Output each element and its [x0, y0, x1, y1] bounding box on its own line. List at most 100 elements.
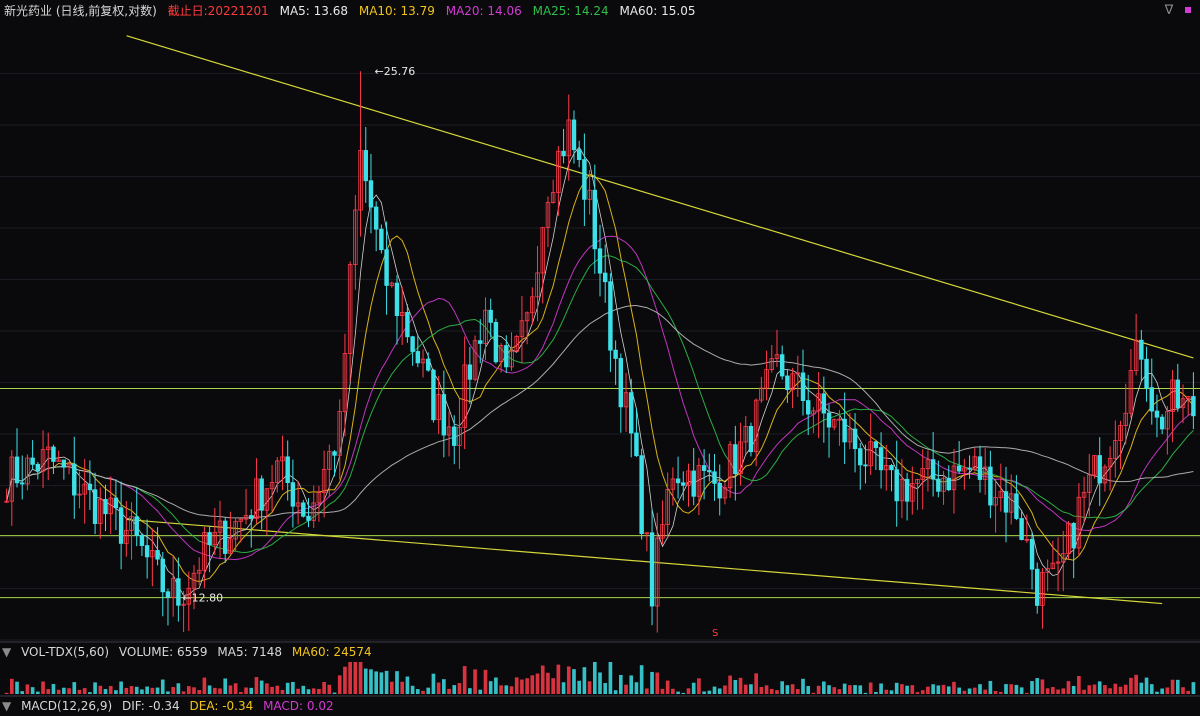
- candle-body: [530, 296, 535, 314]
- volume-bar: [712, 686, 717, 694]
- volume-bar: [379, 672, 384, 694]
- candle-body: [1008, 493, 1014, 513]
- volume-collapse-icon[interactable]: ▼: [2, 645, 12, 659]
- candle-body: [597, 248, 603, 274]
- volume-bar: [1061, 688, 1066, 694]
- candle-body: [1071, 522, 1076, 549]
- volume-bar: [795, 689, 800, 694]
- macd-dif: DIF: -0.34: [122, 699, 180, 713]
- volume-bar: [1139, 682, 1144, 694]
- candle-body: [592, 189, 598, 250]
- volume-ma60: MA60: 24574: [291, 645, 372, 659]
- candle-body: [405, 312, 410, 338]
- candle-body: [488, 309, 493, 323]
- candle-body: [816, 393, 821, 412]
- volume-bar: [582, 667, 587, 694]
- volume-bar: [452, 685, 457, 694]
- candle-body: [956, 465, 962, 472]
- candle-body: [347, 264, 353, 354]
- volume-bar: [82, 688, 87, 694]
- volume-bar: [676, 691, 680, 694]
- candle-body: [1097, 455, 1102, 484]
- candle-body: [14, 456, 20, 484]
- candle-body: [77, 493, 82, 496]
- candle-body: [894, 469, 899, 502]
- volume-bar: [1071, 685, 1076, 694]
- candle-body: [483, 309, 488, 344]
- macd-collapse-icon[interactable]: ▼: [2, 699, 12, 713]
- candle-body: [691, 470, 696, 497]
- candle-body: [202, 532, 207, 571]
- candle-body: [87, 483, 93, 491]
- candle-body: [452, 426, 457, 446]
- candle-body: [899, 478, 905, 502]
- candle-body: [228, 538, 233, 554]
- volume-bar: [1118, 686, 1123, 694]
- volume-bar: [1097, 681, 1102, 694]
- volume-bar: [785, 685, 790, 694]
- candle-body: [1035, 568, 1040, 606]
- candle-body: [103, 499, 108, 515]
- candle-body: [337, 411, 342, 456]
- candle-body: [72, 463, 77, 496]
- volume-bar: [915, 692, 920, 694]
- volume-bar: [15, 681, 19, 694]
- candle-body: [519, 320, 525, 337]
- volume-bar: [249, 687, 254, 694]
- volume-bar: [93, 682, 97, 694]
- candle-body: [920, 468, 925, 480]
- volume-bar: [457, 683, 462, 694]
- volume-bar: [931, 684, 935, 694]
- candle-body: [1024, 538, 1030, 541]
- volume-bar: [140, 689, 144, 694]
- candle-body: [587, 189, 592, 200]
- volume-bar: [691, 682, 696, 694]
- candle-body: [410, 336, 415, 352]
- candle-body: [170, 578, 176, 598]
- volume-bar: [592, 662, 597, 694]
- candle-body: [124, 529, 129, 544]
- macd-dea: DEA: -0.34: [189, 699, 254, 713]
- candle-body: [998, 491, 1004, 498]
- candle-body: [582, 159, 587, 200]
- volume-bar: [988, 680, 993, 694]
- candle-body: [977, 456, 983, 480]
- candle-body: [941, 477, 946, 492]
- volume-bar: [483, 669, 488, 694]
- volume-bar: [488, 681, 493, 694]
- volume-bar: [36, 691, 40, 694]
- candle-body: [462, 364, 467, 428]
- volume-bar: [863, 692, 868, 694]
- volume-bar: [972, 687, 977, 694]
- volume-bar: [764, 685, 769, 694]
- volume-bar: [816, 685, 821, 694]
- volume-bar: [1160, 688, 1164, 694]
- volume-bar: [655, 672, 660, 694]
- candle-body: [165, 591, 171, 598]
- close-icon[interactable]: [1185, 7, 1191, 13]
- volume-bar: [1123, 684, 1128, 694]
- candle-body: [1076, 496, 1082, 549]
- volume-bar: [150, 687, 155, 694]
- collapse-icon[interactable]: ∇: [1164, 3, 1174, 18]
- volume-bar: [983, 689, 988, 694]
- volume-bar: [462, 666, 467, 694]
- volume-bar: [478, 689, 483, 694]
- candle-body: [884, 465, 889, 471]
- candle-body: [1014, 493, 1019, 519]
- candle-body: [524, 312, 530, 322]
- volume-bar: [946, 686, 951, 694]
- candle-body: [863, 464, 868, 467]
- candle-body: [795, 372, 801, 375]
- candle-body: [634, 432, 639, 457]
- volume-bar: [103, 689, 108, 694]
- candle-body: [4, 500, 9, 503]
- volume-bar: [207, 685, 212, 694]
- volume-bar: [660, 688, 665, 694]
- candle-body: [280, 456, 285, 462]
- volume-bar: [546, 672, 550, 694]
- candle-body: [1029, 538, 1035, 570]
- volume-bar: [1186, 690, 1191, 694]
